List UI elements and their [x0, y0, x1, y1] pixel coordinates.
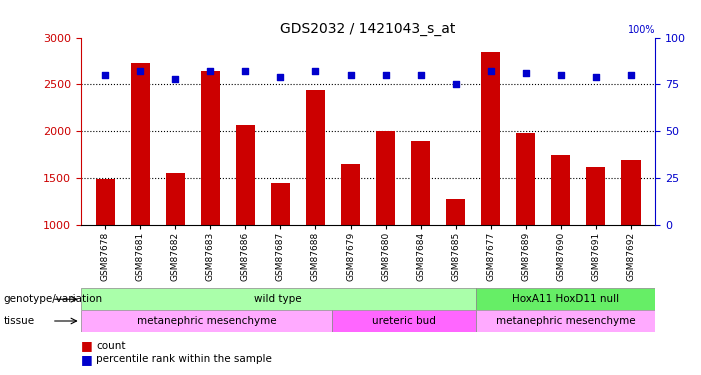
Bar [411, 141, 430, 225]
Bar [476, 310, 655, 332]
Bar [236, 126, 255, 225]
Text: ■: ■ [81, 339, 93, 352]
Bar [481, 53, 501, 225]
Point [590, 74, 601, 80]
Bar [81, 310, 332, 332]
Point [135, 68, 146, 74]
Bar [165, 173, 185, 225]
Text: ■: ■ [81, 352, 93, 366]
Bar [130, 63, 150, 225]
Text: metanephric mesenchyme: metanephric mesenchyme [137, 316, 276, 326]
Bar [446, 200, 465, 225]
Bar [476, 288, 655, 310]
Text: percentile rank within the sample: percentile rank within the sample [96, 354, 272, 364]
Point [170, 76, 181, 82]
Bar [332, 310, 476, 332]
Text: tissue: tissue [4, 316, 34, 326]
Text: metanephric mesenchyme: metanephric mesenchyme [496, 316, 635, 326]
Text: HoxA11 HoxD11 null: HoxA11 HoxD11 null [512, 294, 619, 304]
Point [485, 68, 496, 74]
Bar [81, 288, 476, 310]
Bar [586, 166, 606, 225]
Bar [200, 71, 220, 225]
Point [275, 74, 286, 80]
Bar [621, 160, 641, 225]
Point [240, 68, 251, 74]
Text: ureteric bud: ureteric bud [372, 316, 436, 326]
Bar [306, 90, 325, 225]
Bar [516, 133, 536, 225]
Point [100, 72, 111, 78]
Point [345, 72, 356, 78]
Title: GDS2032 / 1421043_s_at: GDS2032 / 1421043_s_at [280, 22, 456, 36]
Text: 100%: 100% [628, 25, 655, 35]
Bar [95, 179, 115, 225]
Point [205, 68, 216, 74]
Bar [341, 164, 360, 225]
Point [625, 72, 637, 78]
Bar [271, 183, 290, 225]
Point [310, 68, 321, 74]
Point [415, 72, 426, 78]
Point [520, 70, 531, 76]
Bar [376, 130, 395, 225]
Bar [551, 155, 571, 225]
Text: wild type: wild type [254, 294, 302, 304]
Point [380, 72, 391, 78]
Point [450, 81, 461, 87]
Text: genotype/variation: genotype/variation [4, 294, 102, 304]
Point [555, 72, 566, 78]
Text: count: count [96, 340, 125, 351]
